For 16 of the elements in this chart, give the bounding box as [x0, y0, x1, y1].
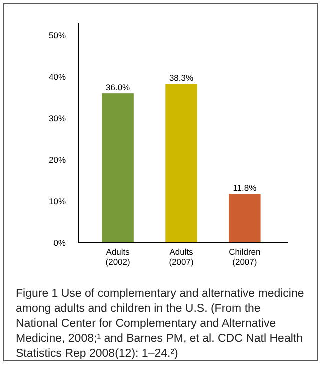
caption: Figure 1 Use of complementary and alternative medicine among adults and children in the U.S. (From the National Center for Complementary and Alternative Medicine, 2008;¹ and Barnes PM, et al. CDC Natl Health Statistics Rep 2008(12): 1–24.²) — [16, 288, 304, 360]
y-tick-label: 50% — [48, 30, 66, 40]
data-label: 38.3% — [169, 73, 194, 84]
y-tick-label: 10% — [48, 196, 66, 206]
y-tick-label: 20% — [48, 154, 66, 165]
x-tick-label: Adults (2002) — [106, 247, 131, 267]
y-tick-label: 0% — [54, 238, 66, 248]
x-tick-label: Children (2007) — [229, 247, 262, 267]
data-label: 11.8% — [233, 183, 258, 194]
x-tick-label: Adults (2007) — [169, 247, 194, 267]
y-tick-label: 30% — [48, 113, 66, 124]
bar — [102, 94, 134, 243]
bar — [166, 84, 198, 243]
y-tick-label: 40% — [48, 72, 66, 82]
data-label: 36.0% — [106, 82, 131, 93]
bar — [229, 194, 261, 243]
